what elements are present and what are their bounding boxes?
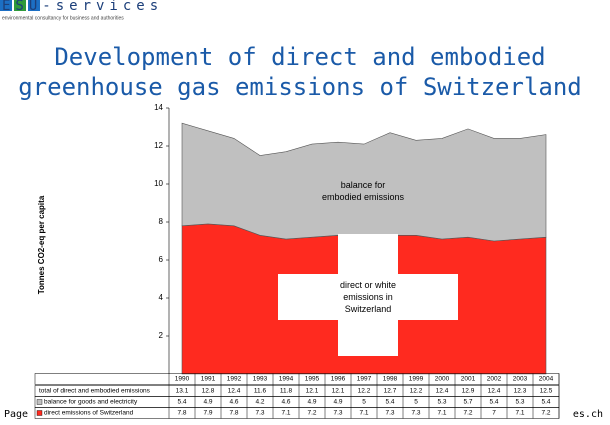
cell: 13.1 xyxy=(176,388,189,395)
x-tick-label: 1990 xyxy=(175,376,190,383)
cell: 4.6 xyxy=(281,399,290,406)
cell: 4.9 xyxy=(203,399,212,406)
cell: 12.1 xyxy=(306,388,319,395)
cell: 12.2 xyxy=(358,388,371,395)
cell: 5.7 xyxy=(463,399,472,406)
cell: 7.1 xyxy=(281,410,290,417)
cell: 7.8 xyxy=(177,410,186,417)
x-tick-label: 1998 xyxy=(383,376,398,383)
x-tick-label: 2002 xyxy=(487,376,502,383)
cell: 7.3 xyxy=(385,410,394,417)
cell: 5 xyxy=(362,399,366,406)
cell: 11.8 xyxy=(280,388,293,395)
row-label: direct emissions of Switzerland xyxy=(44,410,134,417)
cell: 5.4 xyxy=(385,399,394,406)
row-label: balance for goods and electricity xyxy=(44,399,138,406)
cell: 5.3 xyxy=(437,399,446,406)
x-tick-label: 1995 xyxy=(305,376,320,383)
cell: 7.8 xyxy=(229,410,238,417)
cell: 4.9 xyxy=(333,399,342,406)
cell: 12.7 xyxy=(384,388,397,395)
cell: 7.3 xyxy=(255,410,264,417)
cell: 7.3 xyxy=(411,410,420,417)
cell: 7 xyxy=(492,410,496,417)
y-tick-label: 12 xyxy=(154,141,163,150)
cross xyxy=(338,234,398,356)
cell: 5.4 xyxy=(489,399,498,406)
x-tick-label: 1992 xyxy=(227,376,242,383)
y-tick-label: 10 xyxy=(154,179,163,188)
cell: 7.9 xyxy=(203,410,212,417)
cell: 12.4 xyxy=(488,388,501,395)
area xyxy=(181,122,547,242)
logo-box xyxy=(14,0,26,11)
chart: 2 4 6 8 10 12 14 Tonnes CO2-eq per capita balanc… xyxy=(34,103,560,419)
logo-box xyxy=(0,0,12,11)
cell: 5.4 xyxy=(177,399,186,406)
cell: 7.2 xyxy=(307,410,316,417)
y-tick-label: 14 xyxy=(154,103,163,112)
annotation: balance for embodied emissions xyxy=(322,180,405,202)
tagline: environmental consultancy for business a… xyxy=(2,15,124,21)
row-label: total of direct and embodied emissions xyxy=(39,388,151,395)
x-tick-label: 2000 xyxy=(435,376,450,383)
cell: 12.9 xyxy=(462,388,475,395)
x-tick-label: 2001 xyxy=(461,376,476,383)
annotation: direct or white emissions in Switzerland xyxy=(340,280,396,314)
x-tick-label: 1991 xyxy=(201,376,216,383)
legend-swatch xyxy=(36,399,43,405)
footer-left: Page xyxy=(4,409,28,420)
cell: 11.6 xyxy=(254,388,267,395)
cell: 12.4 xyxy=(228,388,241,395)
cell: 5.4 xyxy=(541,399,550,406)
cell: 12.4 xyxy=(436,388,449,395)
cell: 12.2 xyxy=(410,388,423,395)
cell: 7.2 xyxy=(463,410,472,417)
y-tick-label: 4 xyxy=(159,293,164,302)
cell: 12.5 xyxy=(540,388,553,395)
cell: 4.6 xyxy=(229,399,238,406)
y-axis-label: Tonnes CO2-eq per capita xyxy=(37,195,46,294)
x-tick-label: 1999 xyxy=(409,376,424,383)
title: Development of direct and embodied xyxy=(54,43,545,71)
cell: 5.3 xyxy=(515,399,524,406)
x-tick-label: 2003 xyxy=(513,376,528,383)
x-tick-label: 1993 xyxy=(253,376,268,383)
legend-swatch xyxy=(36,410,43,416)
y-tick-label: 2 xyxy=(159,331,164,340)
cell: 7.2 xyxy=(541,410,550,417)
table-row xyxy=(34,373,560,385)
x-tick-label: 1997 xyxy=(357,376,372,383)
x-tick-label: 1994 xyxy=(279,376,294,383)
cell: 12.3 xyxy=(514,388,527,395)
x-tick-label: 2004 xyxy=(539,376,554,383)
cell: 4.2 xyxy=(255,399,264,406)
footer-right: es.ch xyxy=(573,409,603,420)
cell: 7.3 xyxy=(333,410,342,417)
x-tick-label: 1996 xyxy=(331,376,346,383)
y-tick-label: 8 xyxy=(159,217,164,226)
y-tick-label: 6 xyxy=(159,255,164,264)
cell: 12.1 xyxy=(332,388,345,395)
logo: ESU-services xyxy=(2,0,163,14)
cell: 4.9 xyxy=(307,399,316,406)
logo-box xyxy=(28,0,40,11)
cell: 12.8 xyxy=(202,388,215,395)
cell: 7.1 xyxy=(515,410,524,417)
cell: 7.1 xyxy=(437,410,446,417)
title: greenhouse gas emissions of Switzerland xyxy=(18,73,582,101)
cell: 5 xyxy=(414,399,418,406)
cell: 7.1 xyxy=(359,410,368,417)
